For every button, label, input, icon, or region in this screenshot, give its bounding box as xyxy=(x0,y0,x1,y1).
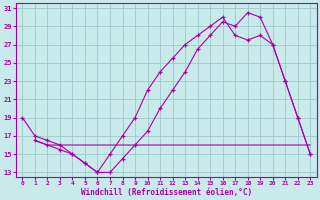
X-axis label: Windchill (Refroidissement éolien,°C): Windchill (Refroidissement éolien,°C) xyxy=(81,188,252,197)
